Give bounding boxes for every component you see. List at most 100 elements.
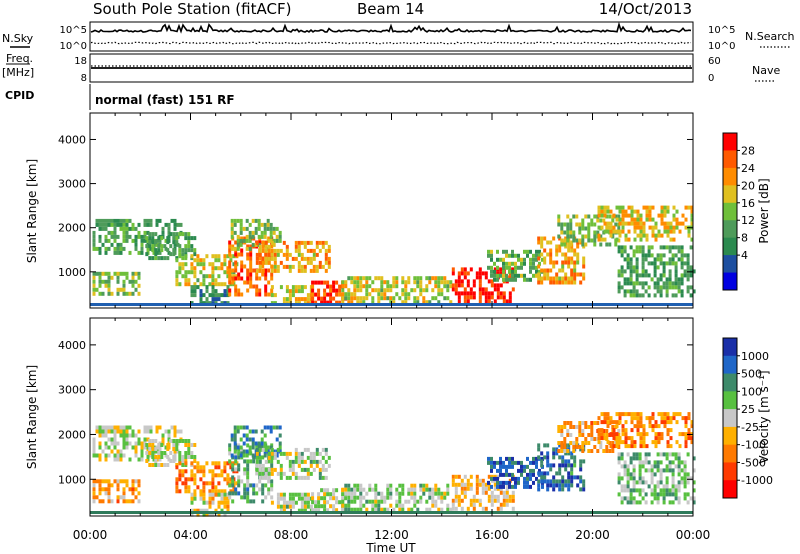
power-echo-cell [300, 285, 304, 290]
velocity-echo-cell [576, 483, 580, 488]
power-echo-cell [660, 221, 664, 226]
power-echo-cell [558, 276, 562, 281]
velocity-echo-cell [122, 445, 126, 450]
velocity-echo-cell [451, 474, 455, 479]
power-echo-cell [490, 279, 494, 284]
velocity-echo-cell [362, 495, 366, 500]
power-echo-cell [684, 217, 688, 222]
velocity-echo-cell [332, 496, 336, 501]
power-echo-cell [380, 280, 384, 285]
nsky-label: N.Sky [2, 32, 34, 45]
velocity-echo-cell [599, 441, 603, 445]
velocity-echo-cell [431, 487, 435, 492]
power-echo-cell [404, 292, 408, 297]
power-echo-cell [116, 279, 120, 284]
power-echo-cell [466, 295, 470, 300]
power-echo-cell [540, 268, 544, 273]
power-echo-cell [675, 225, 679, 230]
velocity-echo-cell [626, 500, 630, 505]
velocity-echo-cell [95, 429, 99, 434]
power-echo-cell [635, 249, 639, 254]
power-echo-cell [606, 209, 610, 214]
power-echo-cell [636, 209, 640, 214]
velocity-echo-cell [264, 467, 268, 472]
velocity-echo-cell [493, 494, 497, 499]
velocity-echo-cell [410, 491, 414, 496]
velocity-echo-cell [119, 495, 123, 500]
power-echo-cell [217, 266, 221, 271]
velocity-echo-cell [570, 455, 574, 460]
power-echo-cell [257, 234, 261, 239]
velocity-echo-cell [686, 472, 690, 477]
velocity-echo-cell [161, 437, 165, 442]
velocity-echo-cell [344, 487, 348, 492]
velocity-echo-cell [540, 451, 544, 456]
velocity-echo-cell [374, 483, 378, 488]
velocity-echo-cell [246, 443, 250, 448]
velocity-echo-cell [573, 463, 577, 468]
velocity-echo-cell [674, 488, 678, 493]
power-echo-cell [680, 273, 684, 278]
velocity-echo-cell [202, 489, 206, 494]
power-echo-cell [582, 276, 586, 281]
velocity-echo-cell [647, 484, 651, 489]
velocity-echo-cell [217, 481, 221, 486]
velocity-echo-cell [314, 500, 318, 505]
power-echo-cell [285, 264, 289, 269]
power-echo-cell [593, 234, 597, 239]
velocity-echo-cell [549, 467, 553, 472]
power-echo-cell [101, 222, 105, 227]
power-echo-cell [362, 284, 366, 289]
power-echo-cell [665, 285, 669, 290]
velocity-echo-cell [242, 441, 246, 446]
power-echo-cell [621, 229, 625, 234]
power-echo-cell [151, 248, 155, 253]
power-echo-cell [502, 261, 505, 266]
velocity-echo-cell [208, 481, 212, 486]
velocity-echo-cell [311, 492, 315, 497]
velocity-echo-cell [505, 456, 508, 461]
power-echo-cell [597, 225, 601, 230]
power-echo-cell [487, 265, 490, 270]
velocity-echo-cell [202, 481, 206, 486]
power-echo-cell [674, 273, 678, 278]
power-echo-cell [457, 279, 461, 284]
power-echo-cell [677, 249, 681, 254]
velocity-echo-cell [163, 451, 167, 455]
velocity-echo-cell [590, 425, 594, 429]
velocity-echo-cell [231, 475, 235, 480]
power-echo-cell [282, 240, 286, 245]
velocity-echo-cell [567, 475, 571, 480]
velocity-echo-cell [312, 455, 316, 460]
velocity-echo-cell [621, 432, 625, 437]
velocity-echo-cell [321, 447, 325, 452]
power-echo-cell [569, 234, 573, 239]
power-echo-cell [275, 234, 279, 239]
velocity-echo-cell [347, 495, 351, 500]
velocity-echo-cell [312, 459, 316, 464]
power-echo-cell [635, 269, 639, 274]
velocity-echo-cell [546, 479, 550, 484]
velocity-echo-cell [239, 437, 243, 442]
velocity-echo-cell [549, 463, 553, 468]
power-echo-cell [245, 226, 249, 231]
power-echo-cell [603, 221, 607, 226]
power-echo-cell [273, 293, 277, 298]
velocity-echo-cell [122, 441, 126, 446]
power-echo-cell [278, 238, 282, 243]
power-echo-cell [116, 234, 120, 239]
velocity-echo-cell [267, 451, 271, 456]
velocity-echo-cell [255, 483, 259, 488]
power-echo-cell [517, 257, 520, 262]
velocity-echo-cell [684, 424, 688, 429]
power-echo-cell [623, 249, 627, 254]
power-echo-cell [172, 240, 176, 245]
power-echo-cell [419, 276, 423, 281]
power-echo-cell [526, 249, 529, 254]
power-echo-cell [674, 277, 678, 282]
velocity-echo-cell [579, 487, 583, 492]
velocity-echo-cell [306, 447, 310, 452]
power-echo-cell [657, 233, 661, 238]
power-echo-cell [235, 274, 239, 279]
power-echo-cell [365, 284, 369, 289]
